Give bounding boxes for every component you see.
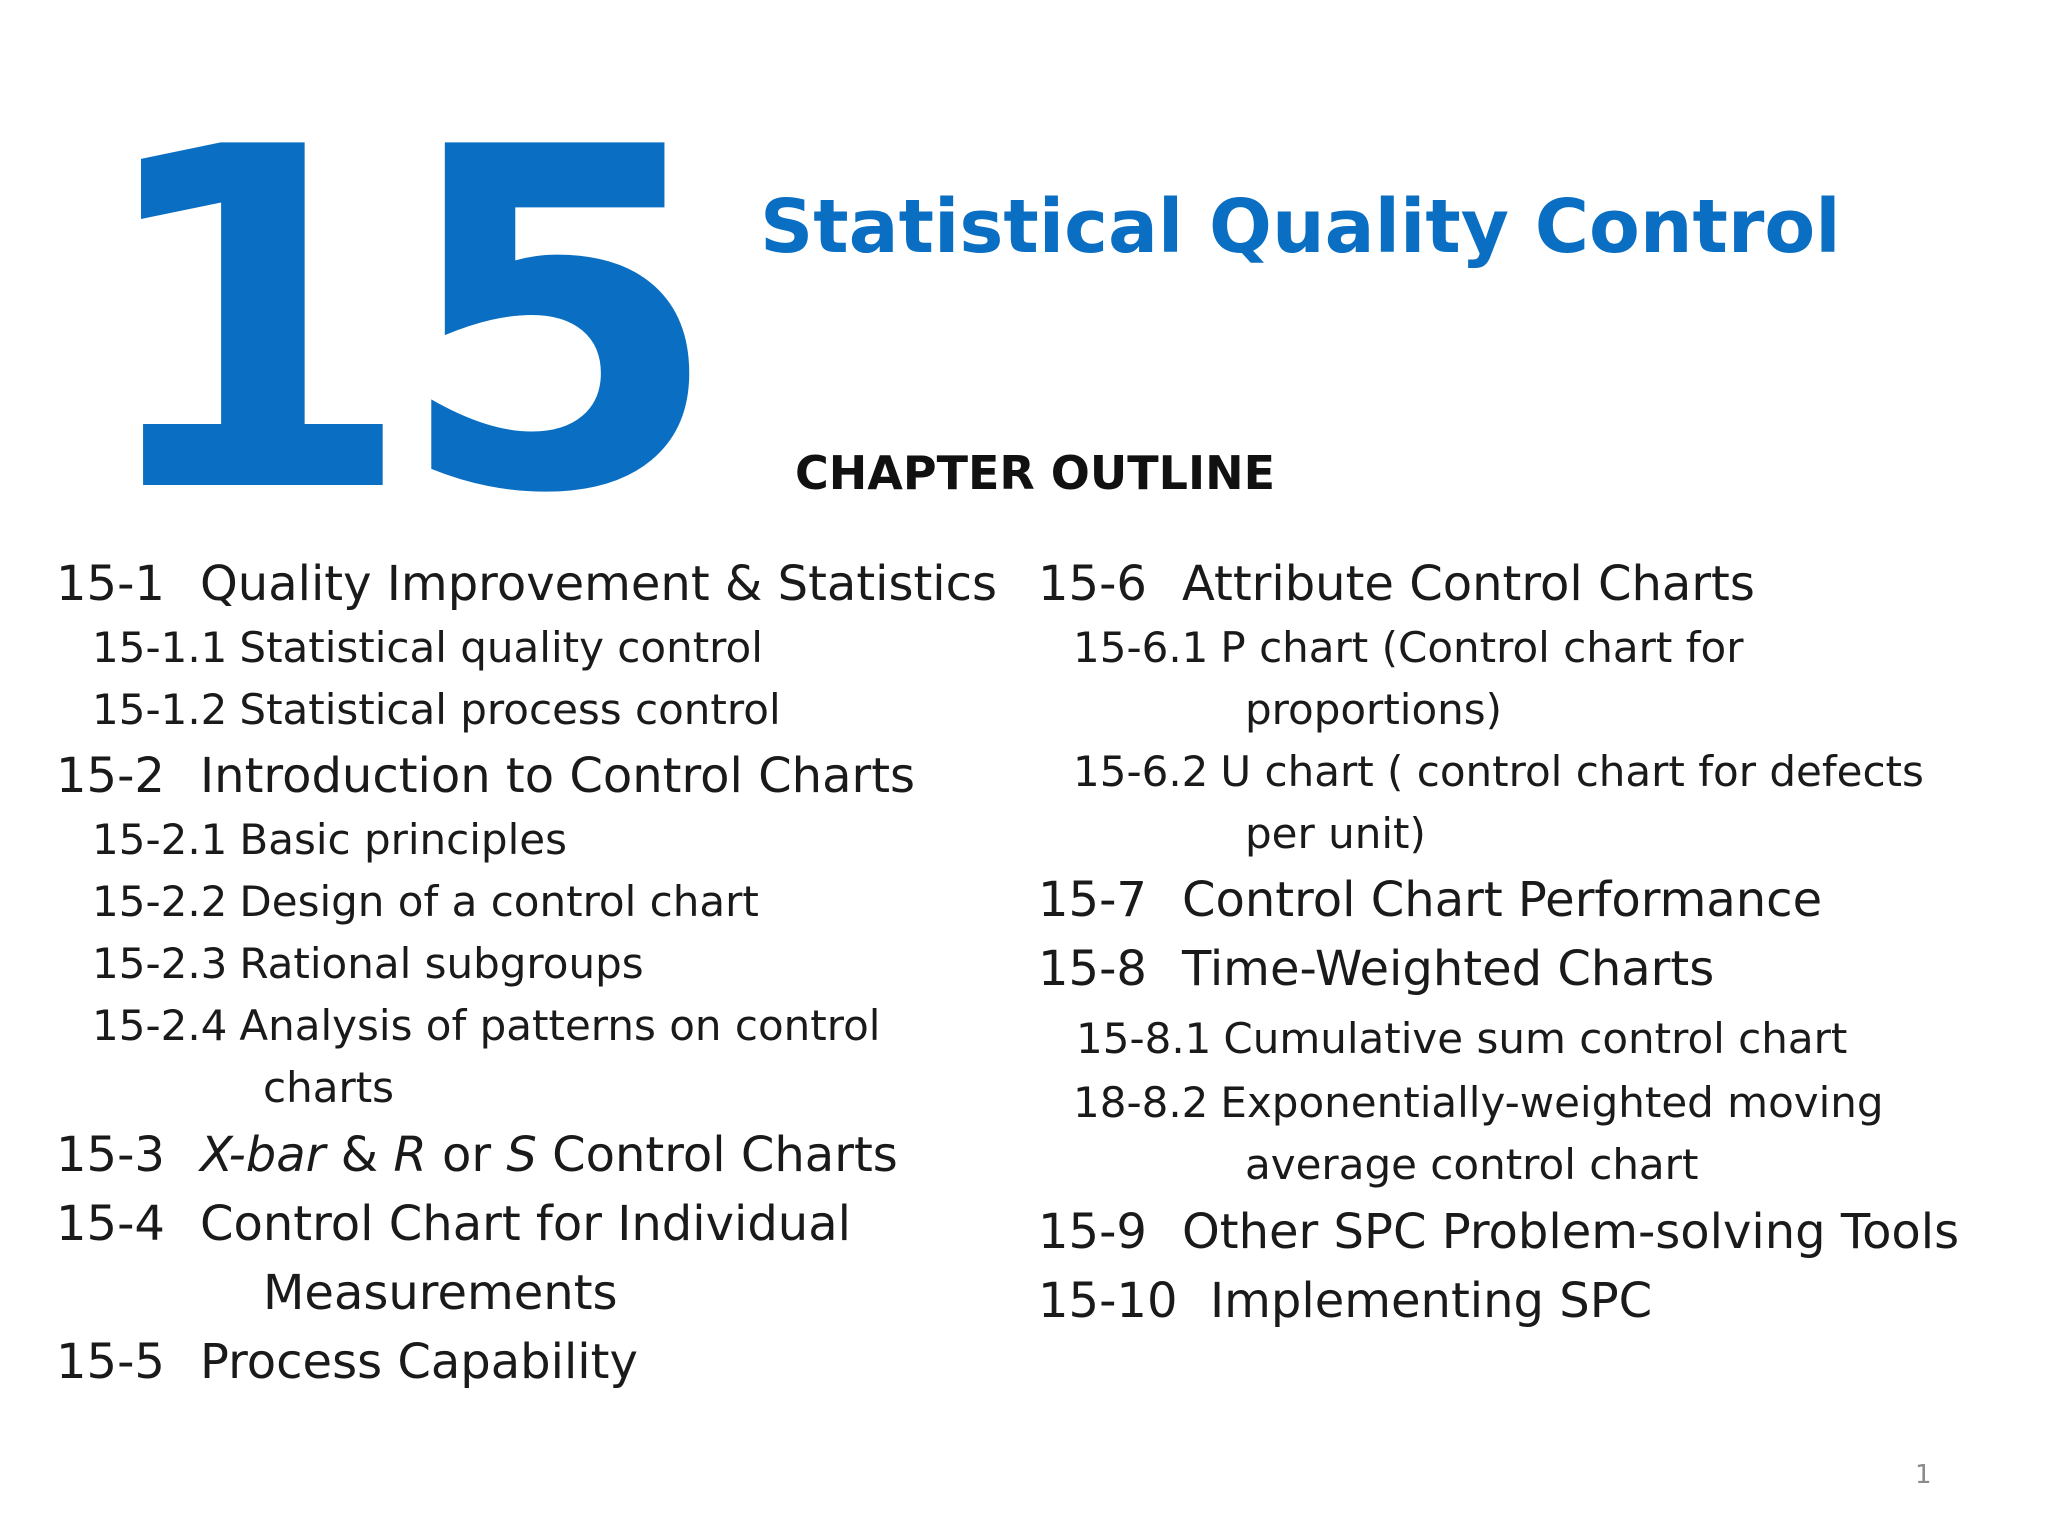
outline-item-number: 15-10 (1038, 1273, 1178, 1329)
outline-item-text-r: R (393, 1127, 427, 1183)
outline-item: 15-3 X-bar & R or S Control Charts (56, 1131, 898, 1179)
outline-item: 15-7 Control Chart Performance (1038, 876, 1822, 924)
outline-subitem: 15-6.2 U chart ( control chart for defect… (1073, 751, 1924, 793)
outline-subitem-number: 15-2.2 (92, 877, 228, 926)
outline-item: 15-6 Attribute Control Charts (1038, 560, 1755, 608)
outline-item: 15-10 Implementing SPC (1038, 1277, 1652, 1325)
outline-subitem: 18-8.2 Exponentially-weighted moving (1073, 1082, 1884, 1124)
outline-subitem-number: 15-1.1 (92, 623, 228, 672)
outline-subitem-text: Cumulative sum control chart (1223, 1014, 1848, 1063)
outline-item-number: 15-6 (1038, 556, 1147, 612)
chapter-number: 15 (88, 49, 722, 596)
outline-subitem: 15-8.1 Cumulative sum control chart (1076, 1018, 1847, 1060)
outline-item-number: 15-5 (56, 1334, 165, 1390)
outline-subitem: 15-2.4 Analysis of patterns on control (92, 1005, 880, 1047)
outline-subitem-text: Statistical process control (239, 685, 781, 734)
outline-item-text: Introduction to Control Charts (200, 748, 916, 804)
outline-item-text: Quality Improvement & Statistics (200, 556, 998, 612)
outline-subitem-number: 15-2.1 (92, 815, 228, 864)
chapter-title: Statistical Quality Control (760, 184, 1841, 270)
outline-item-text: or (426, 1127, 507, 1183)
outline-item-number: 15-2 (56, 748, 165, 804)
outline-item-number: 15-8 (1038, 941, 1147, 997)
outline-item-text: Attribute Control Charts (1182, 556, 1755, 612)
outline-subitem-text: Statistical quality control (239, 623, 763, 672)
outline-item-text: Control Chart Performance (1182, 872, 1823, 928)
outline-heading: CHAPTER OUTLINE (795, 446, 1275, 500)
outline-item: 15-5 Process Capability (56, 1338, 638, 1386)
outline-item: 15-9 Other SPC Problem-solving Tools (1038, 1208, 1959, 1256)
outline-subitem-continuation: average control chart (1245, 1140, 1699, 1189)
outline-item-text: Other SPC Problem-solving Tools (1182, 1204, 1960, 1260)
outline-item-text: Time-Weighted Charts (1182, 941, 1715, 997)
outline-item-text: Implementing SPC (1210, 1273, 1653, 1329)
outline-subitem-number: 18-8.2 (1073, 1078, 1209, 1127)
page-number: 1 (1915, 1460, 1932, 1490)
outline-item: 15-8 Time-Weighted Charts (1038, 945, 1714, 993)
outline-subitem-text: Exponentially-weighted moving (1220, 1078, 1884, 1127)
outline-subitem-text: Analysis of patterns on control (239, 1001, 881, 1050)
outline-subitem-continuation: proportions) (1245, 685, 1503, 734)
outline-subitem: 15-2.1 Basic principles (92, 819, 567, 861)
outline-item-text: & (325, 1127, 394, 1183)
outline-item-number: 15-4 (56, 1196, 165, 1252)
outline-item-number: 15-7 (1038, 872, 1147, 928)
outline-subitem-number: 15-6.1 (1073, 623, 1209, 672)
outline-subitem-continuation: charts (263, 1063, 395, 1112)
outline-subitem-number: 15-1.2 (92, 685, 228, 734)
outline-subitem-number: 15-6.2 (1073, 747, 1209, 796)
outline-subitem-continuation: per unit) (1245, 809, 1426, 858)
outline-item-text: Process Capability (200, 1334, 638, 1390)
outline-item-text-xbar: X-bar (200, 1127, 326, 1183)
outline-item-text: Control Chart for Individual (200, 1196, 851, 1252)
outline-subitem-number: 15-2.3 (92, 939, 228, 988)
outline-item-number: 15-9 (1038, 1204, 1147, 1260)
outline-subitem: 15-6.1 P chart (Control chart for (1073, 627, 1743, 669)
outline-item-number: 15-1 (56, 556, 165, 612)
outline-subitem: 15-1.2 Statistical process control (92, 689, 781, 731)
outline-subitem-text: Rational subgroups (239, 939, 644, 988)
outline-subitem: 15-2.3 Rational subgroups (92, 943, 644, 985)
outline-item-number: 15-3 (56, 1127, 165, 1183)
outline-subitem-text: Basic principles (239, 815, 567, 864)
outline-subitem-text: Design of a control chart (239, 877, 759, 926)
outline-item: 15-4 Control Chart for Individual (56, 1200, 851, 1248)
outline-subitem: 15-2.2 Design of a control chart (92, 881, 759, 923)
outline-item-continuation: Measurements (263, 1265, 618, 1321)
outline-subitem-number: 15-8.1 (1076, 1014, 1212, 1063)
outline-subitem-text: P chart (Control chart for (1220, 623, 1744, 672)
outline-item: 15-2 Introduction to Control Charts (56, 752, 915, 800)
outline-item-text: Control Charts (536, 1127, 898, 1183)
outline-subitem-text: U chart ( control chart for defects (1220, 747, 1924, 796)
outline-item-text-s: S (506, 1127, 537, 1183)
outline-subitem-number: 15-2.4 (92, 1001, 228, 1050)
outline-subitem: 15-1.1 Statistical quality control (92, 627, 763, 669)
outline-item: 15-1 Quality Improvement & Statistics (56, 560, 997, 608)
